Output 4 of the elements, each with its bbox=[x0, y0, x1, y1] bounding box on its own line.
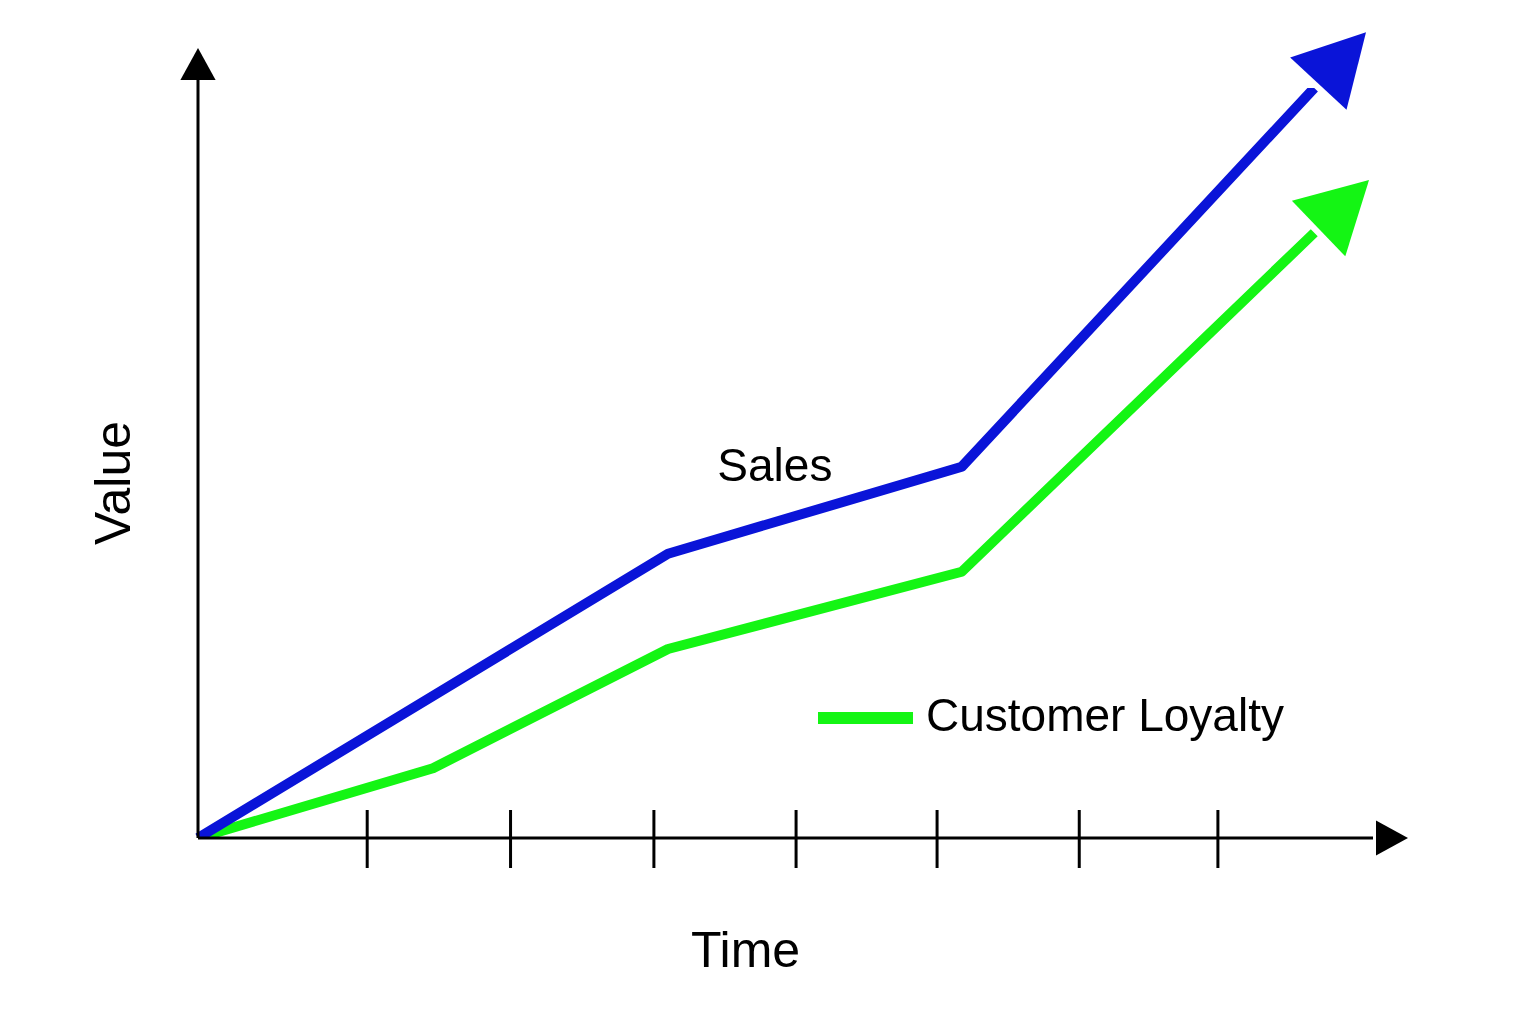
legend-label: Customer Loyalty bbox=[926, 688, 1284, 741]
x-axis-title: Time bbox=[690, 921, 801, 978]
y-axis-title: Value bbox=[84, 420, 141, 546]
series-label: Sales bbox=[717, 438, 833, 491]
